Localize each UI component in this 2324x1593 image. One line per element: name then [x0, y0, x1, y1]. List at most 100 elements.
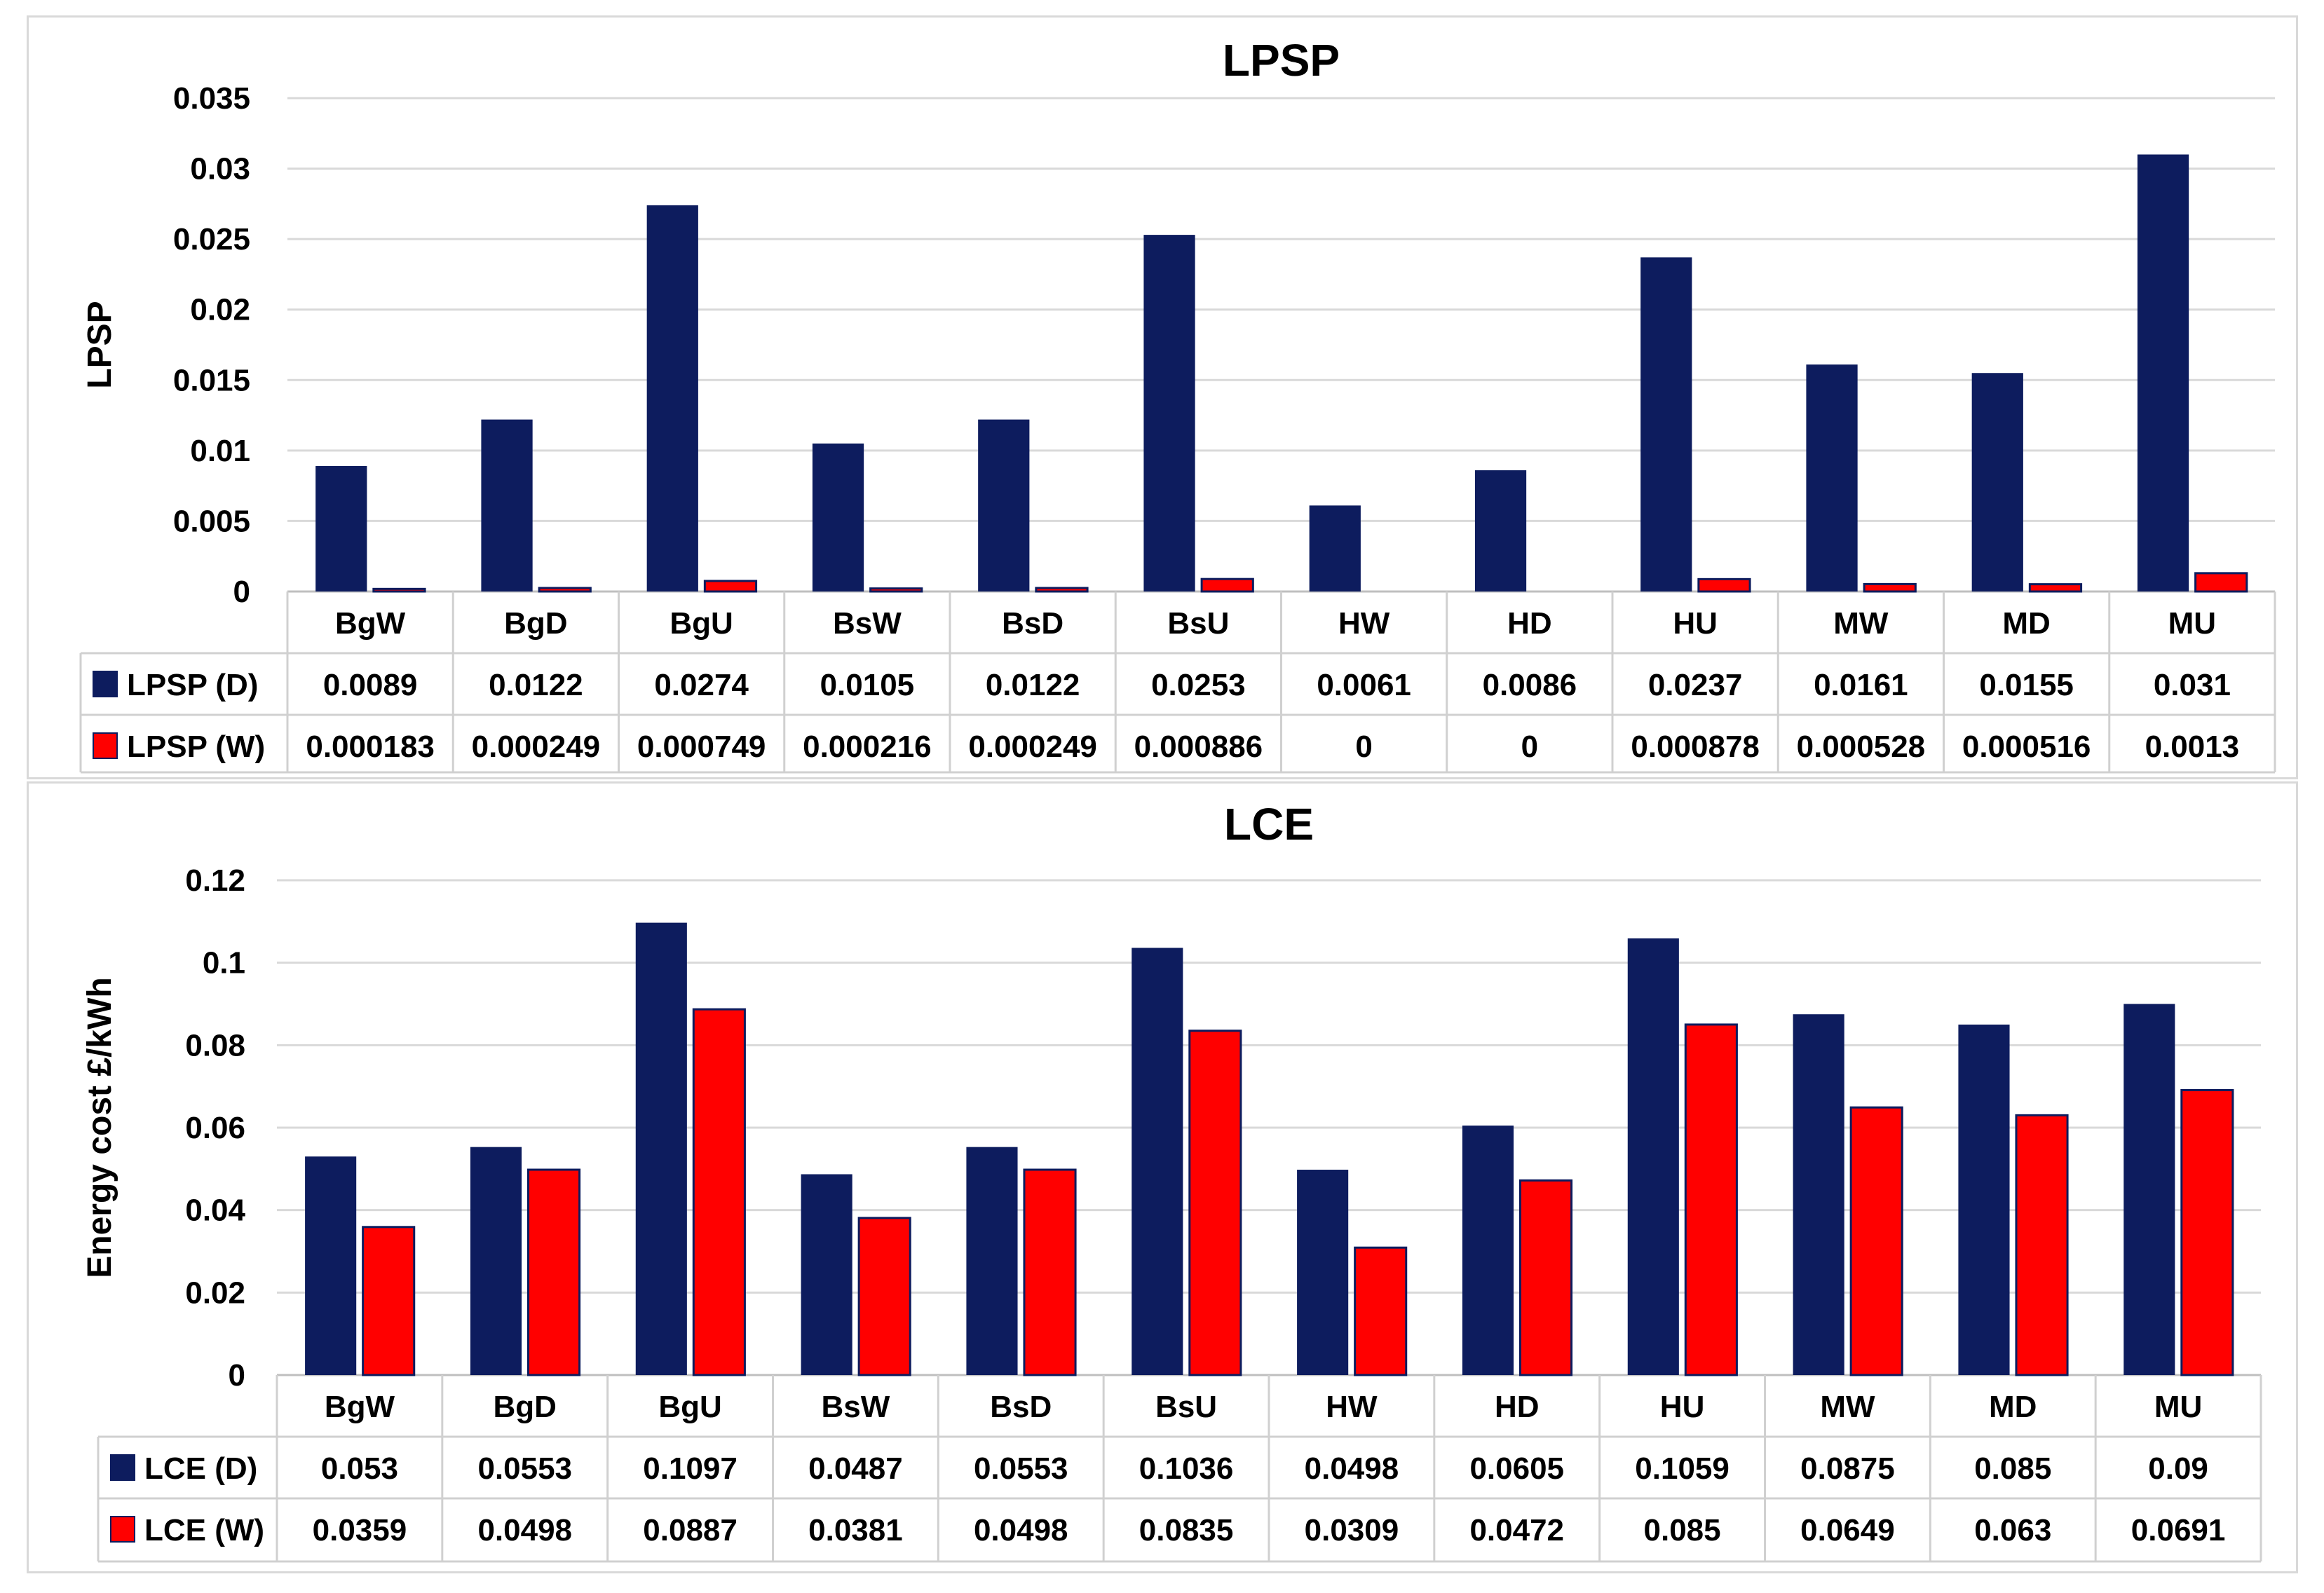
data-label: 0.053 [321, 1451, 398, 1486]
bar-d-md [1971, 373, 2023, 592]
data-label: 0.000886 [1134, 730, 1263, 764]
bar-w-bgu [703, 580, 758, 593]
legend-swatch-w [93, 732, 118, 759]
x-tick-label: BsD [1002, 606, 1064, 641]
x-tick-label: HW [1338, 606, 1390, 641]
bar-d-hd [1474, 470, 1527, 592]
bar-w-bgw [362, 1226, 416, 1376]
y-tick-label: 0.015 [173, 363, 250, 397]
bar-w-mu [2180, 1088, 2234, 1376]
data-label: 0.085 [1974, 1451, 2051, 1486]
bar-w-bgd [538, 587, 592, 593]
bar-d-bgw [305, 1156, 357, 1375]
x-tick-label: BgU [658, 1390, 721, 1424]
data-label: 0.1036 [1139, 1451, 1234, 1486]
data-label: 0.000249 [968, 730, 1097, 764]
lpsp-chart-panel: LPSP LPSP 0 0.005 0.01 0.015 0.02 0.025 0.03 0.03… [0, 0, 2324, 778]
data-label: 0.0381 [808, 1513, 903, 1547]
bar-d-bsw [801, 1174, 852, 1375]
bar-w-hu [1684, 1023, 1738, 1376]
data-label: 0.0309 [1305, 1513, 1399, 1547]
x-tick-label: BsW [833, 606, 902, 641]
bar-w-bsw [857, 1217, 911, 1376]
data-label: 0.000249 [472, 730, 601, 764]
bar-d-bgd [481, 419, 533, 592]
lpsp-chart: LPSP LPSP 0 0.005 0.01 0.015 0.02 0.025 0.03 0.03… [79, 35, 2276, 774]
x-tick-label: HU [1660, 1390, 1705, 1424]
y-tick-label: 0.1 [203, 946, 245, 980]
data-label: 0.085 [1644, 1513, 1721, 1547]
y-tick-label: 0 [229, 1358, 245, 1393]
bar-d-hd [1462, 1126, 1514, 1375]
data-label: 0.0359 [313, 1513, 407, 1547]
bar-d-bgw [315, 465, 367, 592]
y-tick-label: 0.025 [173, 222, 250, 257]
data-label: 0.0498 [477, 1513, 572, 1547]
bar-d-mu [2137, 154, 2189, 592]
bar-w-hd [1518, 1179, 1573, 1376]
legend-swatch-w [110, 1516, 135, 1543]
data-label: 0.0649 [1800, 1513, 1895, 1547]
data-label: 0.0487 [808, 1451, 903, 1486]
y-tick-label: 0.005 [173, 504, 250, 538]
data-label: 0.0161 [1814, 668, 1908, 702]
x-tick-label: HD [1495, 1390, 1540, 1424]
x-tick-label: BgD [504, 606, 567, 641]
bar-w-bsu [1200, 577, 1254, 593]
data-label: 0.0089 [323, 668, 418, 702]
bar-w-hu [1697, 577, 1751, 593]
data-label: 0.0498 [1305, 1451, 1399, 1486]
x-tick-label: MU [2168, 606, 2216, 641]
bar-d-bgu [635, 922, 687, 1375]
data-label: 0.0274 [654, 668, 749, 702]
y-axis-label: LPSP [81, 301, 118, 388]
y-tick-label: 0.06 [185, 1111, 245, 1145]
chart-title: LPSP [1223, 35, 1340, 86]
data-label: 0.0691 [2131, 1513, 2226, 1547]
data-label: 0.09 [2148, 1451, 2208, 1486]
x-tick-label: BsU [1167, 606, 1229, 641]
data-label: 0.0061 [1317, 668, 1411, 702]
data-label: 0.000183 [306, 730, 435, 764]
data-label: 0.0887 [643, 1513, 738, 1547]
bar-w-md [2015, 1114, 2069, 1376]
data-label: 0.0253 [1151, 668, 1246, 702]
bar-w-bsd [1023, 1168, 1077, 1376]
bar-w-mw [1849, 1106, 1903, 1376]
y-tick-label: 0 [233, 575, 250, 609]
data-label: 0.063 [1974, 1513, 2051, 1547]
x-tick-label: MW [1820, 1390, 1875, 1424]
bar-d-bgu [646, 205, 698, 592]
y-tick-label: 0.12 [185, 863, 245, 898]
bar-d-bsd [978, 419, 1030, 592]
data-label: 0.000749 [637, 730, 766, 764]
y-tick-label: 0.08 [185, 1028, 245, 1062]
bar-w-mu [2194, 572, 2248, 593]
data-label: 0.0105 [820, 668, 915, 702]
bar-d-mw [1806, 364, 1858, 592]
x-tick-label: BsU [1155, 1390, 1217, 1424]
y-axis-label: Energy cost £/kWh [81, 977, 118, 1278]
lce-chart-panel: LCE Energy cost £/kWh 0 0.02 0.04 0.06 0.08 0.1… [0, 778, 2324, 1593]
data-label: 0 [1521, 730, 1538, 764]
data-label: 0 [1355, 730, 1372, 764]
data-label: 0.0122 [986, 668, 1080, 702]
bar-w-mw [1863, 582, 1917, 593]
y-tick-label: 0.02 [185, 1276, 245, 1310]
bar-d-bsw [812, 443, 864, 592]
data-label: 0.0498 [974, 1513, 1068, 1547]
x-tick-label: HD [1507, 606, 1552, 641]
bar-d-bsu [1143, 235, 1195, 592]
bar-w-md [2028, 583, 2083, 593]
bar-w-bgu [692, 1008, 746, 1376]
y-tick-label: 0.035 [173, 81, 250, 116]
data-label: 0.0237 [1648, 668, 1743, 702]
data-label: 0.0605 [1469, 1451, 1564, 1486]
data-label: 0.0553 [974, 1451, 1068, 1486]
bar-d-mu [2123, 1004, 2175, 1375]
bar-d-hw [1297, 1170, 1349, 1375]
data-label: 0.0875 [1800, 1451, 1895, 1486]
data-label: 0.000216 [803, 730, 932, 764]
x-tick-label: MD [1989, 1390, 2037, 1424]
data-label: 0.1097 [643, 1451, 738, 1486]
